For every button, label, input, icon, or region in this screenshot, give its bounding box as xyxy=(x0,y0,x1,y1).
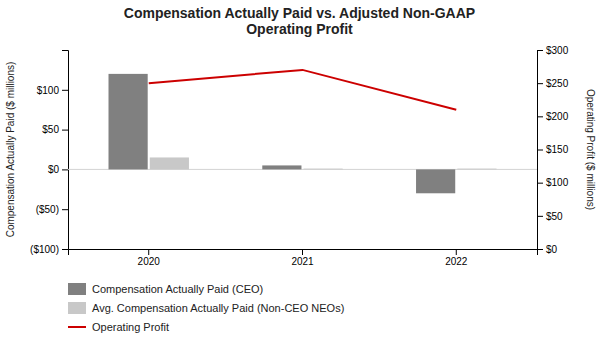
tick: $50 xyxy=(537,211,563,222)
tick-label: $0 xyxy=(48,164,60,175)
tick-label: 2021 xyxy=(291,256,314,267)
y2-axis-title: Operating Profit ($ millions) xyxy=(585,89,596,210)
x-axis: 2020 2021 2022 xyxy=(69,249,538,267)
bar xyxy=(109,74,148,170)
title-line: Operating Profit xyxy=(246,21,353,37)
tick-label: $100 xyxy=(546,177,569,188)
tick-label: $0 xyxy=(546,244,558,255)
tick: $0 xyxy=(537,244,558,255)
tick-mark xyxy=(148,249,149,255)
tick-label: $50 xyxy=(42,124,59,135)
bar-series xyxy=(150,157,497,169)
tick: $0 xyxy=(48,164,68,175)
tick: $200 xyxy=(537,111,569,122)
tick-mark xyxy=(537,83,543,84)
tick: 2022 xyxy=(445,249,468,267)
axis-line xyxy=(69,250,538,256)
y-axis: ($100) ($50) $0 $50 $100 xyxy=(30,51,68,255)
title-line: Compensation Actually Paid vs. Adjusted … xyxy=(124,5,475,21)
legend-swatch xyxy=(68,326,86,328)
legend-label: Compensation Actually Paid (CEO) xyxy=(92,283,263,295)
tick: 2020 xyxy=(138,249,161,267)
tick-mark xyxy=(62,90,68,91)
tick-mark xyxy=(62,130,68,131)
tick-mark xyxy=(537,216,543,217)
bar xyxy=(150,157,189,169)
y2-axis: $0 $50 $100 $150 $200 $250 $300 xyxy=(537,45,569,255)
tick: ($50) xyxy=(36,204,68,215)
legend-item: Avg. Compensation Actually Paid (Non-CEO… xyxy=(68,302,344,314)
tick-mark xyxy=(537,116,543,117)
y-axis-title: Compensation Actually Paid ($ millions) xyxy=(5,62,16,238)
bar-series xyxy=(109,74,456,193)
tick: $150 xyxy=(537,144,569,155)
legend-swatch xyxy=(68,283,86,295)
tick-label: $200 xyxy=(546,111,569,122)
tick-label: $50 xyxy=(546,211,563,222)
bar xyxy=(262,165,301,169)
legend-item: Operating Profit xyxy=(68,321,169,333)
legend-label: Avg. Compensation Actually Paid (Non-CEO… xyxy=(92,302,344,314)
tick-label: ($50) xyxy=(36,204,59,215)
tick-label: $150 xyxy=(546,144,569,155)
tick: ($100) xyxy=(30,244,68,255)
tick: 2021 xyxy=(291,249,314,267)
chart: Compensation Actually Paid vs. Adjusted … xyxy=(0,0,599,350)
legend-item: Compensation Actually Paid (CEO) xyxy=(68,283,263,295)
tick: $100 xyxy=(37,85,68,96)
legend-swatch xyxy=(68,302,86,314)
tick-mark xyxy=(537,150,543,151)
tick: $100 xyxy=(537,177,569,188)
tick-mark xyxy=(62,209,68,210)
bar xyxy=(457,168,496,170)
tick-label: ($100) xyxy=(30,244,59,255)
tick-label: $250 xyxy=(546,78,569,89)
tick-label: $300 xyxy=(546,45,569,56)
tick-mark xyxy=(537,183,543,184)
legend-label: Operating Profit xyxy=(92,321,169,333)
line xyxy=(149,70,457,110)
tick-label: 2020 xyxy=(138,256,161,267)
bar xyxy=(416,169,455,193)
axis-line xyxy=(62,51,69,250)
marks xyxy=(68,70,537,193)
tick-mark xyxy=(62,249,68,250)
title: Compensation Actually Paid vs. Adjusted … xyxy=(124,5,475,37)
legend: Compensation Actually Paid (CEO) Avg. Com… xyxy=(68,283,344,333)
tick-label: $100 xyxy=(37,85,60,96)
tick: $50 xyxy=(42,124,68,135)
plot: ($100) ($50) $0 $50 $100 $0 $50 $100 $150 $200 $25… xyxy=(5,45,596,267)
axis-line xyxy=(538,51,544,250)
tick-label: 2022 xyxy=(445,256,468,267)
tick-mark xyxy=(456,249,457,255)
tick-mark xyxy=(537,50,543,51)
tick-mark xyxy=(302,249,303,255)
tick: $300 xyxy=(537,45,569,56)
tick: $250 xyxy=(537,78,569,89)
bar xyxy=(304,168,343,170)
tick-mark xyxy=(62,169,68,170)
